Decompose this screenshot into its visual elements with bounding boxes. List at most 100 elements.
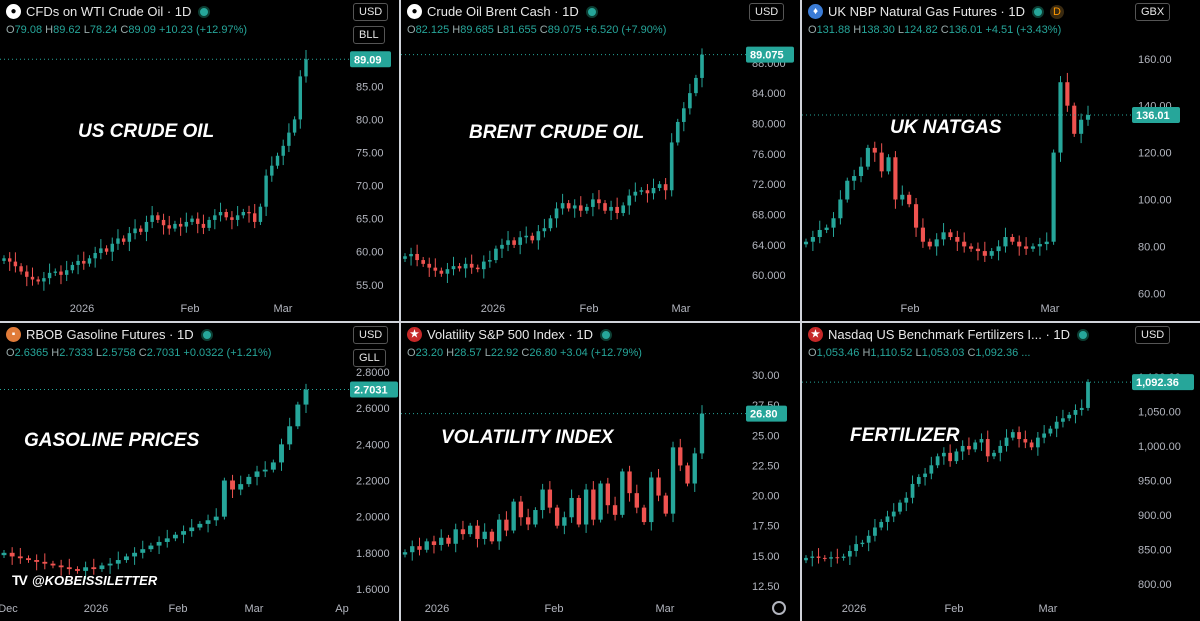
ohlc-value-h: 1,110.52 (870, 347, 916, 359)
candle-body (920, 227, 925, 242)
symbol-title[interactable]: UK NBP Natural Gas Futures · 1D (828, 4, 1025, 19)
candle-body (685, 465, 690, 484)
candle-body (50, 563, 56, 566)
chart-panel-wti[interactable]: 85.00 80.00 75.00 70.00 65.00 60.00 55.00 2026 F… (0, 0, 399, 321)
panel-title[interactable]: ▪ RBOB Gasoline Futures · 1D (6, 327, 213, 342)
candlestick-chart[interactable]: 1,100.001,050.001,000.00950.00900.00850.… (802, 323, 1200, 621)
market-status-icon (1077, 328, 1090, 341)
panel-title[interactable]: ♦ UK NBP Natural Gas Futures · 1D D (808, 4, 1064, 19)
chart-panel-vix[interactable]: 30.0027.5025.0022.5020.0017.5015.0012.50… (401, 323, 800, 621)
candle-body (496, 519, 502, 542)
candle-body (533, 510, 538, 525)
chart-panel-brent[interactable]: 88.000 84.000 80.000 76.000 72.000 68.000 64.0… (401, 0, 800, 321)
symbol-title[interactable]: CFDs on WTI Crude Oil · 1D (26, 4, 192, 19)
candlestick-chart[interactable]: 88.00084.00080.00076.00072.00068.00064.0… (401, 0, 800, 321)
candle-body (184, 221, 189, 227)
candle-body (1072, 105, 1077, 134)
candle-body (891, 511, 896, 517)
candle-body (262, 469, 268, 472)
candle-body (603, 203, 607, 211)
us-flag-icon: ★ (808, 327, 823, 342)
time-axis[interactable]: 2026 Feb Mar (425, 603, 675, 615)
symbol-title[interactable]: Crude Oil Brent Cash · 1D (427, 4, 579, 19)
panel-title[interactable]: ● CFDs on WTI Crude Oil · 1D (6, 4, 211, 19)
symbol-title[interactable]: Volatility S&P 500 Index · 1D (427, 327, 593, 342)
candle-body (866, 535, 871, 543)
candle-body (230, 480, 235, 490)
chart-panel-gasoline[interactable]: 2.8000 2.6000 2.4000 2.2000 2.0000 1.8000 1.60… (0, 323, 399, 621)
candle-body (612, 505, 618, 515)
price-tick-label: 950.00 (1138, 476, 1172, 488)
candle-body (954, 451, 959, 462)
candle-body (678, 447, 683, 466)
price-tick-label: 900.00 (1138, 510, 1172, 522)
candlestick-chart[interactable]: 2.8000 2.6000 2.4000 2.2000 2.0000 1.8000 1.60… (0, 323, 399, 621)
candle-body (258, 206, 263, 222)
price-tick-label: 84.000 (752, 88, 786, 100)
candle-body (213, 516, 219, 521)
candle-body (1061, 418, 1065, 422)
settings-gear-icon[interactable] (772, 601, 786, 615)
price-tick-label: 60.00 (356, 247, 384, 259)
unit-button[interactable]: BLL (353, 26, 385, 44)
symbol-title[interactable]: Nasdaq US Benchmark Fertilizers I... · 1… (828, 327, 1071, 342)
candle-body (410, 546, 415, 553)
ohlc-value-h: 138.30 (861, 24, 898, 36)
price-tick-label: 60.00 (1138, 288, 1166, 300)
candle-body (287, 132, 291, 146)
tradingview-logo-icon: TV (12, 572, 28, 588)
chart-panel-natgas[interactable]: 160.00 140.00 120.00 100.00 80.00 60.00 Feb Mar… (802, 0, 1200, 321)
price-tick-label: 2.6000 (356, 403, 390, 415)
price-axis[interactable]: 1,100.001,050.001,000.00950.00900.00850.… (1138, 372, 1181, 591)
candlestick-chart[interactable]: 85.00 80.00 75.00 70.00 65.00 60.00 55.00 2026 F… (0, 0, 399, 321)
last-price-tag: 136.01 (1132, 107, 1180, 124)
price-tick-label: 75.00 (356, 147, 384, 159)
price-axis[interactable]: 2.8000 2.6000 2.4000 2.2000 2.0000 1.8000 1.60… (356, 367, 390, 596)
candle-body (1004, 437, 1009, 446)
unit-button[interactable]: GLL (353, 349, 386, 367)
annotation-label: US CRUDE OIL (78, 121, 214, 142)
candle-body (42, 278, 46, 282)
ohlc-key-o: O (407, 24, 416, 36)
price-tick-label: 2.0000 (356, 512, 390, 524)
symbol-title[interactable]: RBOB Gasoline Futures · 1D (26, 327, 194, 342)
panel-title[interactable]: ● Crude Oil Brent Cash · 1D (407, 4, 598, 19)
chart-panel-fertilizer[interactable]: 1,100.001,050.001,000.00950.00900.00850.… (802, 323, 1200, 621)
time-axis[interactable]: Dec 2026 Feb Mar Ap (0, 603, 349, 615)
time-axis[interactable]: Feb Mar (901, 303, 1060, 315)
candle-body (161, 219, 166, 226)
currency-button[interactable]: USD (1135, 326, 1171, 344)
time-tick-label: Feb (169, 603, 188, 615)
candle-body (803, 241, 809, 245)
candle-body (482, 531, 487, 539)
flame-icon: ♦ (808, 4, 823, 19)
panel-title[interactable]: ★ Volatility S&P 500 Index · 1D (407, 327, 612, 342)
candle-body (1048, 428, 1053, 434)
price-axis[interactable]: 88.00084.00080.00076.00072.00068.00064.0… (752, 58, 786, 282)
candle-body (132, 552, 138, 557)
currency-button[interactable]: USD (749, 3, 785, 21)
candle-body (1023, 439, 1028, 443)
price-tick-label: 15.00 (752, 551, 780, 563)
time-axis[interactable]: 2026 Feb Mar (70, 303, 293, 315)
ohlc-change: +6.520 (+7.90%) (584, 24, 667, 36)
time-axis[interactable]: 2026 Feb Mar (842, 603, 1058, 615)
currency-button[interactable]: GBX (1135, 3, 1171, 21)
candle-body (854, 544, 859, 551)
panel-title[interactable]: ★ Nasdaq US Benchmark Fertilizers I... · … (808, 327, 1090, 342)
ohlc-value-l: 78.24 (89, 24, 121, 36)
currency-button[interactable]: USD (353, 3, 389, 21)
candle-body (58, 565, 64, 568)
candle-body (700, 54, 704, 78)
candle-body (929, 465, 934, 474)
currency-button[interactable]: USD (353, 326, 389, 344)
ohlc-key-l: L (897, 24, 905, 36)
time-tick-label: Mar (656, 603, 675, 615)
time-axis[interactable]: 2026 Feb Mar (481, 303, 691, 315)
candlestick-chart[interactable]: 30.0027.5025.0022.5020.0017.5015.0012.50… (401, 323, 800, 621)
price-axis[interactable]: 85.00 80.00 75.00 70.00 65.00 60.00 55.00 (356, 81, 384, 291)
candle-body (985, 439, 990, 457)
